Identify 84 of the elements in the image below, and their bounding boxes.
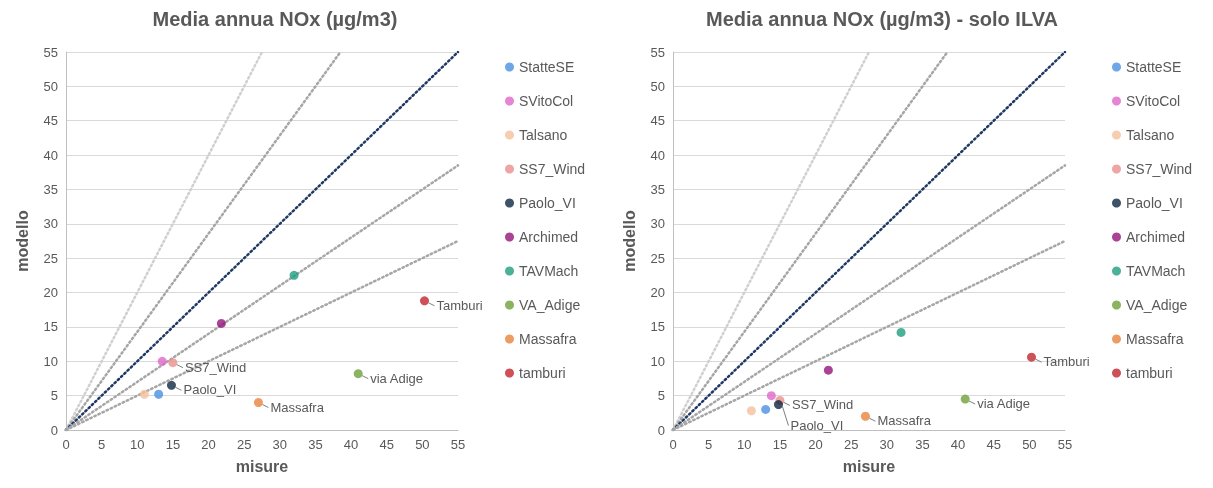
y-tick-label: 30 xyxy=(43,216,58,232)
annotation: Massafra xyxy=(876,413,932,429)
annotation: via Adige xyxy=(370,370,423,386)
legend-label: TAVMach xyxy=(519,263,579,279)
y-tick-label: 35 xyxy=(650,181,665,197)
legend-label: tamburi xyxy=(1125,365,1173,381)
annotation: Paolo_VI xyxy=(789,417,843,433)
y-axis-title: modello xyxy=(13,210,31,272)
y-tick-label: 55 xyxy=(650,44,665,60)
legend-label: Archimed xyxy=(519,229,579,245)
x-tick-label: 10 xyxy=(736,437,752,452)
x-tick-label: 5 xyxy=(98,437,106,452)
y-axis-title: modello xyxy=(620,210,637,272)
legend-label: Talsano xyxy=(1125,127,1174,143)
x-tick-label: 0 xyxy=(62,437,70,452)
legend-label: SVitoCol xyxy=(519,93,574,109)
y-tick-label: 5 xyxy=(657,388,665,404)
x-tick-label: 45 xyxy=(379,437,394,452)
y-tick-label: 45 xyxy=(43,113,58,129)
y-tick-label: 15 xyxy=(43,319,58,335)
y-tick-label: 20 xyxy=(650,285,665,301)
legend-label: SVitoCol xyxy=(1125,93,1180,109)
annotation: Massafra xyxy=(270,399,325,415)
x-axis-title: misure xyxy=(842,457,895,475)
y-tick-label: 5 xyxy=(50,388,58,404)
x-tick-label: 40 xyxy=(343,437,359,452)
y-tick-label: 50 xyxy=(650,78,665,94)
legend-label: tamburi xyxy=(519,365,566,381)
x-tick-label: 20 xyxy=(807,437,823,452)
y-tick-label: 15 xyxy=(650,319,665,335)
legend-label: StatteSE xyxy=(519,59,575,75)
x-tick-label: 45 xyxy=(985,437,1001,452)
y-tick-label: 0 xyxy=(657,422,665,438)
y-tick-label: 10 xyxy=(43,353,58,369)
legend-label: Archimed xyxy=(1125,229,1185,245)
y-tick-label: 45 xyxy=(650,113,665,129)
x-tick-label: 25 xyxy=(236,437,252,452)
chart-title: Media annua NOx (µg/m3) xyxy=(152,8,398,30)
x-tick-label: 0 xyxy=(668,437,677,452)
y-tick-label: 25 xyxy=(43,250,58,266)
y-tick-label: 35 xyxy=(43,181,58,197)
annotation: Tamburi xyxy=(436,297,483,313)
y-tick-label: 55 xyxy=(43,44,58,60)
legend-label: Massafra xyxy=(519,331,577,347)
x-axis-title: misure xyxy=(235,457,289,475)
x-tick-label: 10 xyxy=(130,437,145,452)
x-tick-label: 25 xyxy=(843,437,858,452)
x-tick-label: 50 xyxy=(415,437,430,452)
annotation: via Adige xyxy=(976,396,1030,412)
legend-label: Talsano xyxy=(519,127,568,143)
y-tick-label: 30 xyxy=(650,216,665,232)
x-tick-label: 35 xyxy=(308,437,323,452)
annotation: Tamburi xyxy=(1043,354,1090,370)
annotation: Paolo_VI xyxy=(183,382,237,398)
y-tick-label: 0 xyxy=(50,422,58,438)
x-tick-label: 30 xyxy=(272,437,288,452)
y-tick-label: 25 xyxy=(650,250,665,266)
legend-label: StatteSE xyxy=(1125,59,1181,75)
y-tick-label: 50 xyxy=(43,78,58,94)
x-tick-label: 5 xyxy=(704,437,712,452)
y-tick-label: 40 xyxy=(650,147,665,163)
x-tick-label: 15 xyxy=(772,437,787,452)
annotation: SS7_Wind xyxy=(184,359,247,375)
legend-label: Paolo_VI xyxy=(1125,195,1183,211)
legend-label: Massafra xyxy=(1125,331,1184,347)
x-tick-label: 55 xyxy=(1057,437,1072,452)
x-tick-label: 40 xyxy=(950,437,965,452)
x-tick-label: 15 xyxy=(165,437,181,452)
chart-title: Media annua NOx (µg/m3) - solo ILVA xyxy=(705,8,1058,30)
legend-label: VA_Adige xyxy=(1125,297,1187,313)
annotation: SS7_Wind xyxy=(791,397,853,413)
x-tick-label: 30 xyxy=(879,437,894,452)
legend-label: TAVMach xyxy=(1125,263,1185,279)
x-tick-label: 35 xyxy=(914,437,930,452)
legend-label: VA_Adige xyxy=(519,297,581,313)
legend-label: SS7_Wind xyxy=(1125,161,1192,177)
x-tick-label: 50 xyxy=(1021,437,1037,452)
x-tick-label: 20 xyxy=(201,437,216,452)
y-tick-label: 20 xyxy=(43,285,58,301)
x-tick-label: 55 xyxy=(450,437,466,452)
y-tick-label: 10 xyxy=(650,353,665,369)
legend-label: SS7_Wind xyxy=(519,161,586,177)
legend-label: Paolo_VI xyxy=(519,195,576,211)
y-tick-label: 40 xyxy=(43,147,58,163)
